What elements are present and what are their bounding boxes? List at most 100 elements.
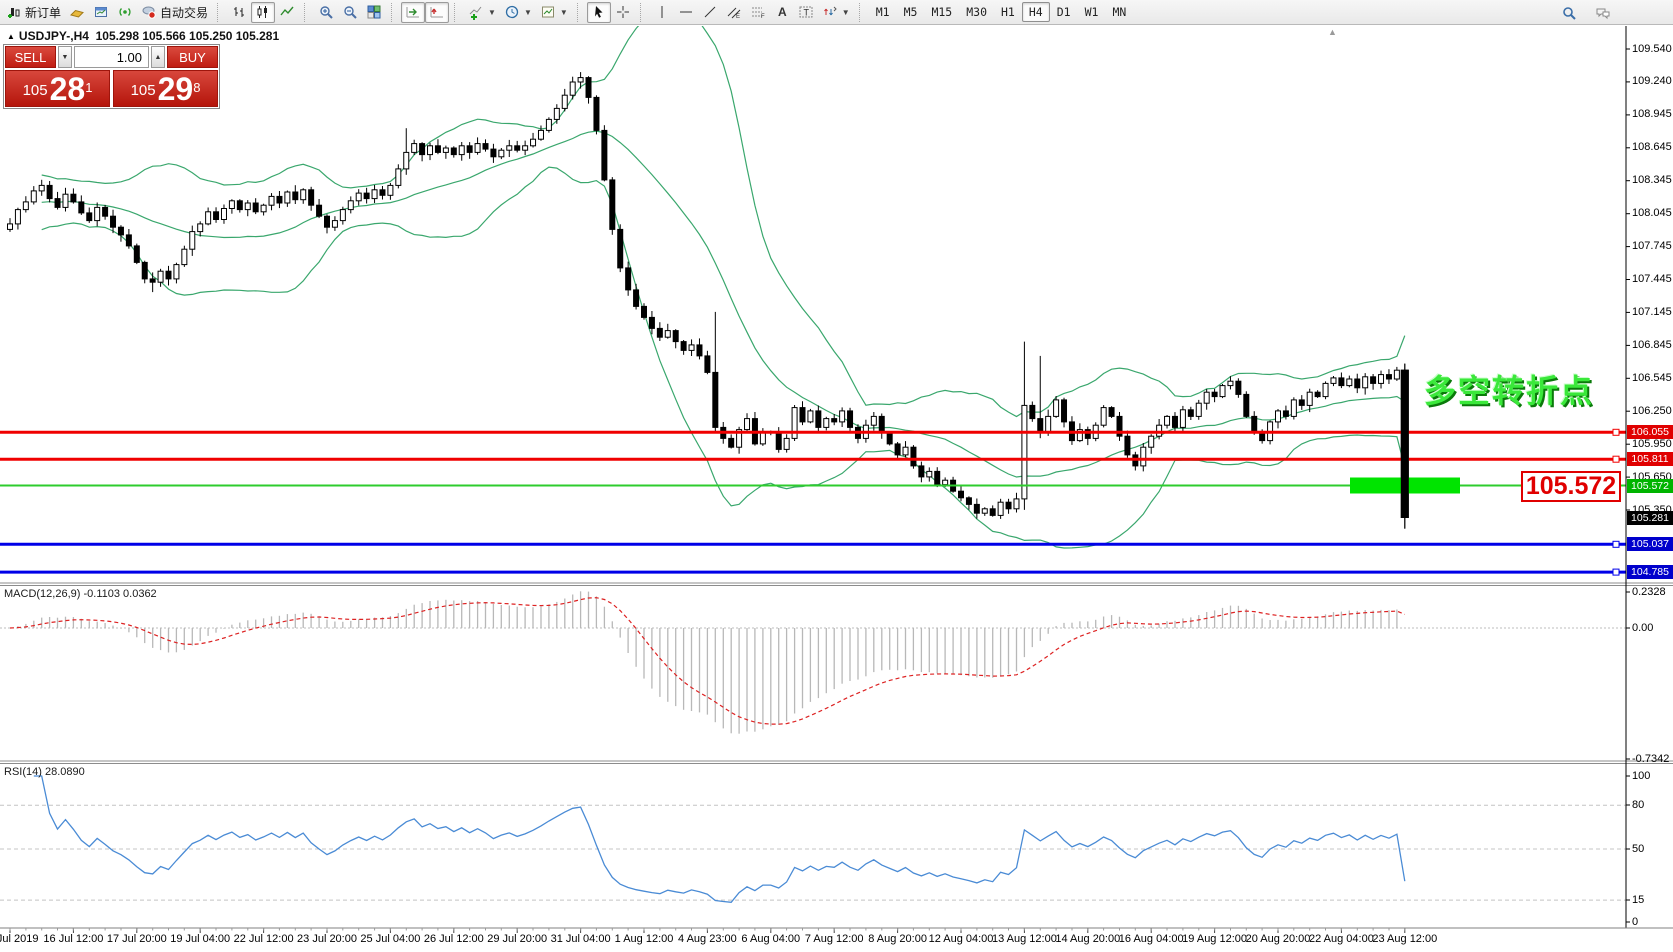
- volume-decrease-button[interactable]: ▼: [58, 46, 72, 68]
- new-order-icon: [6, 4, 22, 20]
- signal-button[interactable]: [113, 2, 137, 23]
- text-label-button[interactable]: T: [794, 2, 818, 23]
- timeframe-h1-button[interactable]: H1: [1001, 5, 1015, 19]
- chart-ohlc: 105.298 105.566 105.250 105.281: [95, 29, 280, 43]
- buy-price-figure: 105: [130, 82, 156, 99]
- candlestick-chart-button[interactable]: [251, 1, 276, 23]
- rsi-scale-label: 15: [1632, 893, 1645, 906]
- price-tick-label: 107.145: [1632, 305, 1672, 318]
- price-line-badge: 105.572: [1627, 478, 1673, 493]
- bar-chart-button[interactable]: [227, 2, 251, 23]
- timeframe-h4-button[interactable]: H4: [1021, 2, 1050, 22]
- price-callout-box: 105.572: [1521, 471, 1621, 502]
- fibonacci-button[interactable]: F: [746, 2, 770, 23]
- periods-button[interactable]: ▼: [500, 2, 536, 23]
- fibonacci-icon: F: [750, 4, 766, 20]
- svg-text:F: F: [761, 14, 765, 20]
- sell-price-figure: 105: [22, 82, 48, 99]
- time-axis-label: 8 Aug 20:00: [868, 933, 927, 945]
- price-tick-label: 109.240: [1632, 75, 1672, 88]
- new-order-button[interactable]: 新订单: [2, 2, 65, 23]
- timeframe-m1-button[interactable]: M1: [875, 5, 890, 19]
- chart-shift-button[interactable]: [425, 1, 450, 23]
- auto-scroll-icon: [405, 4, 421, 20]
- auto-scroll-button[interactable]: [401, 1, 426, 23]
- toolbar-button-label: 新订单: [25, 5, 62, 20]
- timeframe-w1-button[interactable]: W1: [1084, 5, 1099, 19]
- time-axis-label: 7 Aug 12:00: [804, 933, 864, 945]
- time-axis-label: 31 Jul 04:00: [550, 933, 611, 945]
- time-axis-label: 16 Aug 04:00: [1118, 933, 1184, 945]
- zoom-in-button[interactable]: [314, 2, 338, 23]
- volume-input[interactable]: 1.00: [74, 46, 149, 68]
- cursor-icon: [591, 4, 607, 20]
- volume-increase-button[interactable]: ▲: [151, 46, 165, 68]
- timeframe-m30-button[interactable]: M30: [966, 5, 987, 19]
- trendline-button[interactable]: [698, 2, 722, 23]
- price-tick-label: 108.345: [1632, 174, 1672, 187]
- zoom-out-button[interactable]: [338, 2, 362, 23]
- cursor-button[interactable]: [586, 1, 611, 23]
- tile-windows-button[interactable]: [362, 2, 386, 23]
- scroll-to-end-icon[interactable]: ▲: [1328, 27, 1337, 37]
- toolbar: 新订单 自动交易 ▼ ▼ ▼ E F A T ▼ M1 M5 M15 M30 H1 H4 D1 W1 MN: [0, 0, 1673, 25]
- chevron-down-icon: ▼: [488, 7, 496, 17]
- time-axis-label: 16 Jul 12:00: [43, 933, 104, 945]
- horizontal-line-button[interactable]: [674, 2, 698, 23]
- time-axis-label: 1 Aug 12:00: [614, 933, 674, 945]
- vertical-line-icon: [654, 4, 670, 20]
- svg-text:T: T: [803, 8, 809, 18]
- autotrading-icon: [141, 4, 157, 20]
- line-chart-button[interactable]: [275, 2, 299, 23]
- search-button[interactable]: [1557, 2, 1581, 23]
- sell-button[interactable]: SELL: [5, 46, 56, 68]
- template-button[interactable]: ▼: [536, 2, 572, 23]
- text-button[interactable]: A: [770, 2, 794, 23]
- autotrading-button[interactable]: 自动交易: [137, 2, 212, 23]
- tile-windows-icon: [366, 4, 382, 20]
- timeframe-m15-button[interactable]: M15: [931, 5, 953, 19]
- vertical-line-button[interactable]: [650, 2, 674, 23]
- data-window-icon: [93, 4, 109, 20]
- sell-price[interactable]: 105 28 1: [5, 70, 110, 107]
- toolbar-separator: [454, 2, 461, 22]
- chat-icon: [1595, 5, 1611, 21]
- price-tick-label: 108.045: [1632, 207, 1672, 220]
- time-axis-label: 17 Jul 20:00: [106, 933, 167, 945]
- toolbar-separator: [639, 2, 647, 22]
- time-axis-label: 19 Jul 04:00: [170, 933, 231, 945]
- chat-button[interactable]: [1591, 2, 1615, 23]
- time-axis-label: 19 Aug 12:00: [1182, 933, 1248, 945]
- time-axis-label: 6 Aug 04:00: [741, 933, 801, 945]
- buy-price[interactable]: 105 29 8: [113, 70, 218, 107]
- time-axis-label: 25 Jul 04:00: [360, 933, 421, 945]
- data-window-button[interactable]: [89, 2, 113, 23]
- chart-shift-icon: [429, 4, 445, 20]
- timeframe-d1-button[interactable]: D1: [1056, 5, 1071, 19]
- collapse-arrow-icon[interactable]: ▲: [7, 32, 15, 41]
- chart-title: ▲ USDJPY-,H4 105.298 105.566 105.250 105.…: [7, 29, 279, 43]
- price-line-badge: 106.055: [1627, 425, 1673, 440]
- time-axis-label: 12 Aug 04:00: [928, 933, 994, 945]
- search-icon: [1561, 5, 1577, 21]
- channel-button[interactable]: E: [722, 2, 746, 23]
- buy-button[interactable]: BUY: [167, 46, 218, 68]
- price-tick-label: 107.745: [1632, 240, 1672, 253]
- rsi-indicator-label: RSI(14) 28.0890: [4, 766, 85, 778]
- time-axis-label: 22 Aug 04:00: [1308, 933, 1374, 945]
- rsi-scale-label: 0: [1632, 915, 1639, 928]
- crosshair-button[interactable]: [611, 2, 635, 23]
- periods-icon: [504, 4, 520, 20]
- profile-button[interactable]: [65, 2, 89, 23]
- template-icon: [540, 4, 556, 20]
- timeframe-mn-button[interactable]: MN: [1112, 5, 1127, 19]
- indicators-button[interactable]: ▼: [464, 2, 500, 23]
- toolbar-separator: [858, 2, 866, 22]
- timeframe-m5-button[interactable]: M5: [903, 5, 918, 19]
- candlestick-chart-icon: [255, 4, 271, 20]
- price-tick-label: 109.540: [1632, 42, 1672, 55]
- one-click-trade-panel: SELL ▼ 1.00 ▲ BUY 105 28 1 105 29 8: [3, 44, 220, 109]
- arrows-button[interactable]: ▼: [818, 2, 854, 23]
